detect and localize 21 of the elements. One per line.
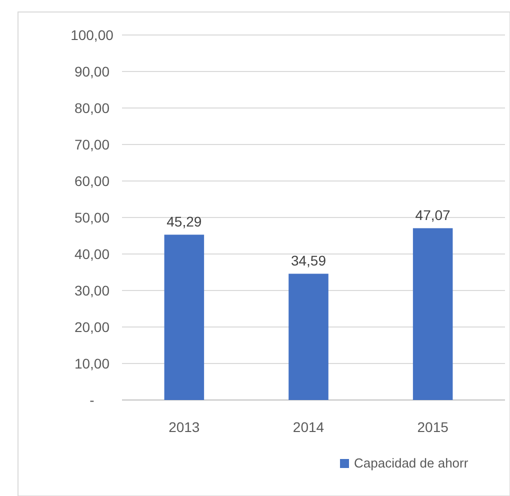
x-tick-label: 2014	[292, 419, 324, 435]
y-tick-label: 80,00	[74, 100, 110, 116]
y-tick-label: 70,00	[74, 136, 110, 152]
y-tick-label: 10,00	[74, 355, 110, 372]
x-tick-label: 2015	[417, 419, 449, 435]
bar	[164, 234, 204, 400]
data-label: 47,07	[415, 207, 451, 224]
bar	[288, 274, 328, 400]
x-tick-label: 2013	[168, 419, 200, 435]
y-tick-label: 90,00	[74, 63, 110, 80]
data-label: 45,29	[166, 214, 202, 230]
y-tick-label: 50,00	[74, 209, 110, 226]
y-tick-label: 100,00	[70, 26, 114, 43]
y-tick-label: 60,00	[74, 172, 110, 189]
y-tick-label: 20,00	[74, 318, 110, 335]
bar	[412, 228, 453, 400]
data-label: 34,59	[290, 252, 326, 269]
y-tick-label: 40,00	[74, 246, 110, 262]
y-tick-label: -	[90, 392, 95, 408]
y-tick-label: 30,00	[74, 282, 110, 298]
legend-label: Capacidad de ahorr	[354, 456, 469, 471]
